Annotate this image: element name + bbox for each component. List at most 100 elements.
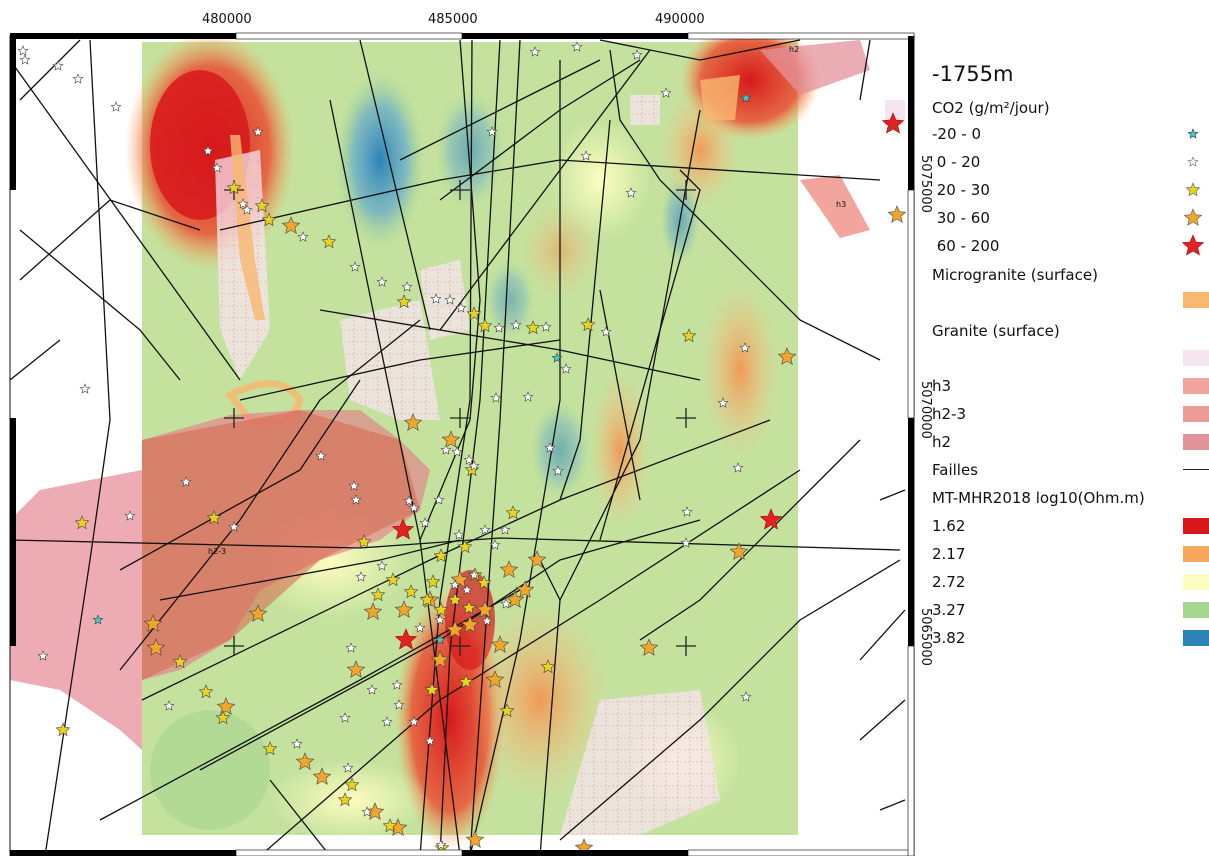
co2-class-row: 0 - 20 <box>930 148 1209 176</box>
mt-class-row: 3.27 <box>930 596 1209 624</box>
mt-swatch <box>1183 574 1209 590</box>
co2-star-marker <box>339 712 351 723</box>
co2-class-row: 30 - 60 <box>930 204 1209 232</box>
co2-star-marker <box>72 73 84 84</box>
co2-star-marker <box>515 580 535 598</box>
co2-star-marker <box>163 700 175 711</box>
co2-star-marker <box>468 569 480 580</box>
co2-star-marker <box>729 542 749 560</box>
co2-star-marker <box>476 575 492 590</box>
mt-legend-title: MT-MHR2018 log10(Ohm.m) <box>932 489 1145 507</box>
co2-star-marker <box>430 650 450 668</box>
mt-class-row: 2.72 <box>930 568 1209 596</box>
co2-star-marker <box>540 321 552 332</box>
unit-h2-swatch <box>1183 434 1209 450</box>
co2-star-marker <box>430 293 442 304</box>
co2-star-marker <box>485 670 505 688</box>
co2-star-marker <box>216 697 236 715</box>
co2-star-marker <box>490 635 510 653</box>
co2-star-marker <box>297 231 309 242</box>
co2-star-marker <box>739 342 751 353</box>
mt-swatch <box>1183 630 1209 646</box>
co2-star-marker <box>717 397 729 408</box>
co2-class-label: 60 - 200 <box>932 237 1000 255</box>
granite-outcrop <box>340 300 440 420</box>
mt-swatch <box>1183 518 1209 534</box>
co2-star-marker <box>74 515 90 530</box>
fault-line-icon <box>1183 469 1209 470</box>
co2-star-marker <box>382 818 398 833</box>
unit-label: h3 <box>932 377 952 395</box>
co2-star-marker <box>881 112 905 134</box>
co2-star-marker <box>403 495 415 506</box>
co2-star-marker <box>540 659 556 674</box>
co2-star-marker <box>262 741 278 756</box>
co2-star-marker <box>455 302 467 313</box>
co2-star-marker <box>419 517 431 528</box>
co2-star-marker <box>19 54 31 65</box>
co2-star-marker <box>424 735 436 746</box>
unit-h3-swatch <box>1183 378 1209 394</box>
co2-star-marker <box>660 87 672 98</box>
co2-star-marker <box>361 806 373 817</box>
co2-star-marker <box>440 444 452 455</box>
co2-star-marker <box>466 306 482 321</box>
map-frame <box>9 32 915 856</box>
co2-star-marker <box>376 276 388 287</box>
co2-star-marker <box>600 326 612 337</box>
co2-class-row: 20 - 30 <box>930 176 1209 204</box>
co2-star-marker <box>740 691 752 702</box>
co2-star-marker <box>215 710 231 725</box>
co2-star-marker <box>560 363 572 374</box>
co2-class-label: 30 - 60 <box>932 209 990 227</box>
co2-star-marker <box>315 450 327 461</box>
co2-star-marker <box>348 480 360 491</box>
granite-legend-swatch <box>930 346 1209 372</box>
co2-star-marker <box>625 187 637 198</box>
co2-star-marker <box>505 590 525 608</box>
co2-class-label: -20 - 0 <box>932 125 981 143</box>
co2-star-marker <box>393 699 405 710</box>
mt-class-row: 1.62 <box>930 512 1209 540</box>
cyan-star-icon <box>1187 128 1199 139</box>
co2-star-marker <box>237 198 249 209</box>
co2-star-marker <box>493 322 505 333</box>
co2-star-marker <box>55 722 71 737</box>
co2-star-marker <box>447 592 463 607</box>
microgranite-legend-title: Microgranite (surface) <box>932 266 1098 284</box>
unit-row: h3 <box>930 372 1209 400</box>
co2-star-marker <box>295 752 315 770</box>
zone-label-h2: h2 <box>789 45 800 54</box>
unit-row: h2 <box>930 428 1209 456</box>
co2-class-row: -20 - 0 <box>930 120 1209 148</box>
co2-star-marker <box>425 574 441 589</box>
granite-outcrop <box>630 95 660 125</box>
co2-star-marker <box>394 628 418 650</box>
unit-row: h2-3 <box>930 400 1209 428</box>
co2-class-label: 0 - 20 <box>932 153 981 171</box>
co2-star-marker <box>499 703 515 718</box>
co2-star-marker <box>435 839 447 850</box>
microgranite-swatch <box>1183 292 1209 308</box>
co2-star-marker <box>499 524 511 535</box>
co2-star-marker <box>571 41 583 52</box>
co2-star-marker <box>363 602 383 620</box>
co2-star-marker <box>124 510 136 521</box>
co2-star-marker <box>291 738 303 749</box>
co2-star-marker <box>433 602 449 617</box>
co2-star-marker <box>37 650 49 661</box>
microgranite-legend-swatch <box>930 290 1209 316</box>
co2-star-marker <box>366 684 378 695</box>
co2-star-marker <box>740 92 752 103</box>
zone-label-h3: h3 <box>836 200 847 209</box>
co2-star-marker <box>510 319 522 330</box>
co2-star-marker <box>321 234 337 249</box>
co2-star-marker <box>228 521 240 532</box>
co2-star-marker <box>433 548 449 563</box>
co2-star-marker <box>241 204 253 215</box>
unit-h2 <box>760 40 870 95</box>
unit-label: h2 <box>932 433 952 451</box>
co2-star-marker <box>457 539 473 554</box>
white-star-icon <box>1187 156 1199 167</box>
co2-star-marker <box>370 587 386 602</box>
